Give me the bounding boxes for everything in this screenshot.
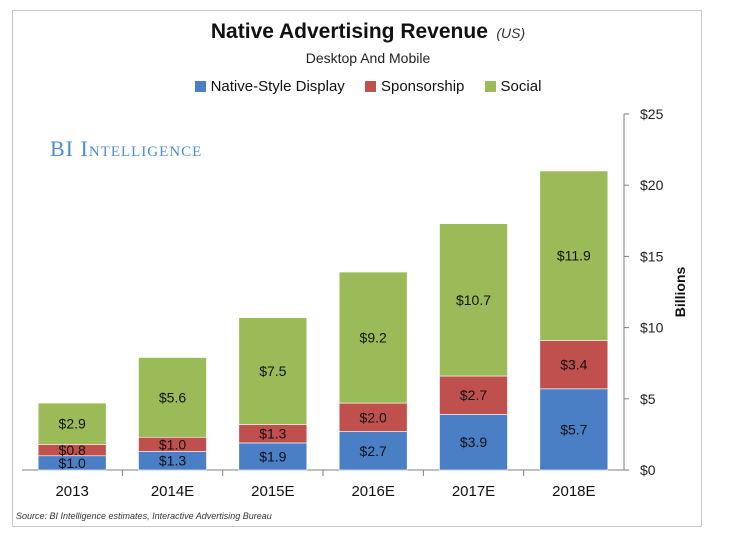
legend-label-social: Social xyxy=(500,78,542,95)
legend-swatch-native-style-display xyxy=(194,81,206,92)
data-label: $2.7 xyxy=(460,387,487,403)
data-label: $3.9 xyxy=(460,434,487,450)
legend-item-sponsorship: Sponsorship xyxy=(364,78,465,95)
bar-segment-social xyxy=(238,317,308,425)
y-tick-label: $10 xyxy=(640,320,664,336)
data-label: $1.0 xyxy=(159,436,186,452)
data-label: $5.6 xyxy=(159,389,186,405)
y-tick-label: $5 xyxy=(640,391,656,407)
y-tick-label: $25 xyxy=(640,106,664,122)
bar-segment-sponsorship xyxy=(439,375,508,415)
data-label: $2.7 xyxy=(360,443,387,459)
data-label: $2.0 xyxy=(360,409,387,425)
data-label: $10.7 xyxy=(456,292,491,308)
brand-watermark: BI Intelligence xyxy=(50,136,203,161)
y-tick-label: $20 xyxy=(640,177,664,193)
bar-segment-social xyxy=(138,357,207,438)
data-label: $1.3 xyxy=(259,426,286,442)
bar-segment-sponsorship xyxy=(338,402,408,432)
x-tick-label: 2017E xyxy=(452,483,495,500)
y-axis-label: Billions xyxy=(672,267,688,318)
x-tick-label: 2016E xyxy=(351,483,394,500)
chart-title: Native Advertising Revenue xyxy=(210,20,488,43)
data-label: $7.5 xyxy=(259,363,286,379)
legend-label-native-style-display: Native-Style Display xyxy=(210,78,345,95)
bar-segment-social xyxy=(37,402,107,445)
bar-segment-native-style-display xyxy=(238,442,308,471)
data-label: $1.3 xyxy=(159,453,186,469)
x-tick-label: 2013 xyxy=(55,483,88,500)
bar-segment-social xyxy=(539,170,609,341)
data-label: $3.4 xyxy=(560,357,587,373)
chart-title-row: Native Advertising Revenue (US) xyxy=(0,20,736,44)
data-label: $9.2 xyxy=(360,330,387,346)
legend-item-native-style-display: Native-Style Display xyxy=(194,78,345,95)
data-label: $1.9 xyxy=(259,448,286,464)
bar-segment-sponsorship xyxy=(539,340,609,390)
chart-source: Source: BI Intelligence estimates, Inter… xyxy=(16,511,272,521)
legend-swatch-sponsorship xyxy=(364,81,376,92)
x-tick-label: 2018E xyxy=(552,483,595,500)
data-label: $1.0 xyxy=(59,455,86,471)
chart-legend: Native-Style Display Sponsorship Social xyxy=(0,78,736,95)
data-label: $0.8 xyxy=(59,442,86,458)
bar-segment-native-style-display xyxy=(539,388,609,471)
bar-segment-social xyxy=(338,271,408,404)
y-tick-label: $15 xyxy=(640,248,664,264)
bar-segment-native-style-display xyxy=(338,431,408,471)
x-tick-label: 2014E xyxy=(151,483,194,500)
data-label: $11.9 xyxy=(557,248,591,264)
legend-label-sponsorship: Sponsorship xyxy=(380,78,465,95)
chart-subtitle: Desktop And Mobile xyxy=(305,50,431,66)
data-label: $2.9 xyxy=(59,416,86,432)
x-tick-label: 2015E xyxy=(251,483,294,500)
bar-segment-social xyxy=(439,223,508,377)
legend-item-social: Social xyxy=(484,78,542,95)
data-label: $5.7 xyxy=(560,421,587,437)
legend-swatch-social xyxy=(484,81,496,92)
y-tick-label: $0 xyxy=(640,462,656,478)
chart-title-suffix: (US) xyxy=(496,25,526,41)
bar-segment-native-style-display xyxy=(439,414,508,471)
